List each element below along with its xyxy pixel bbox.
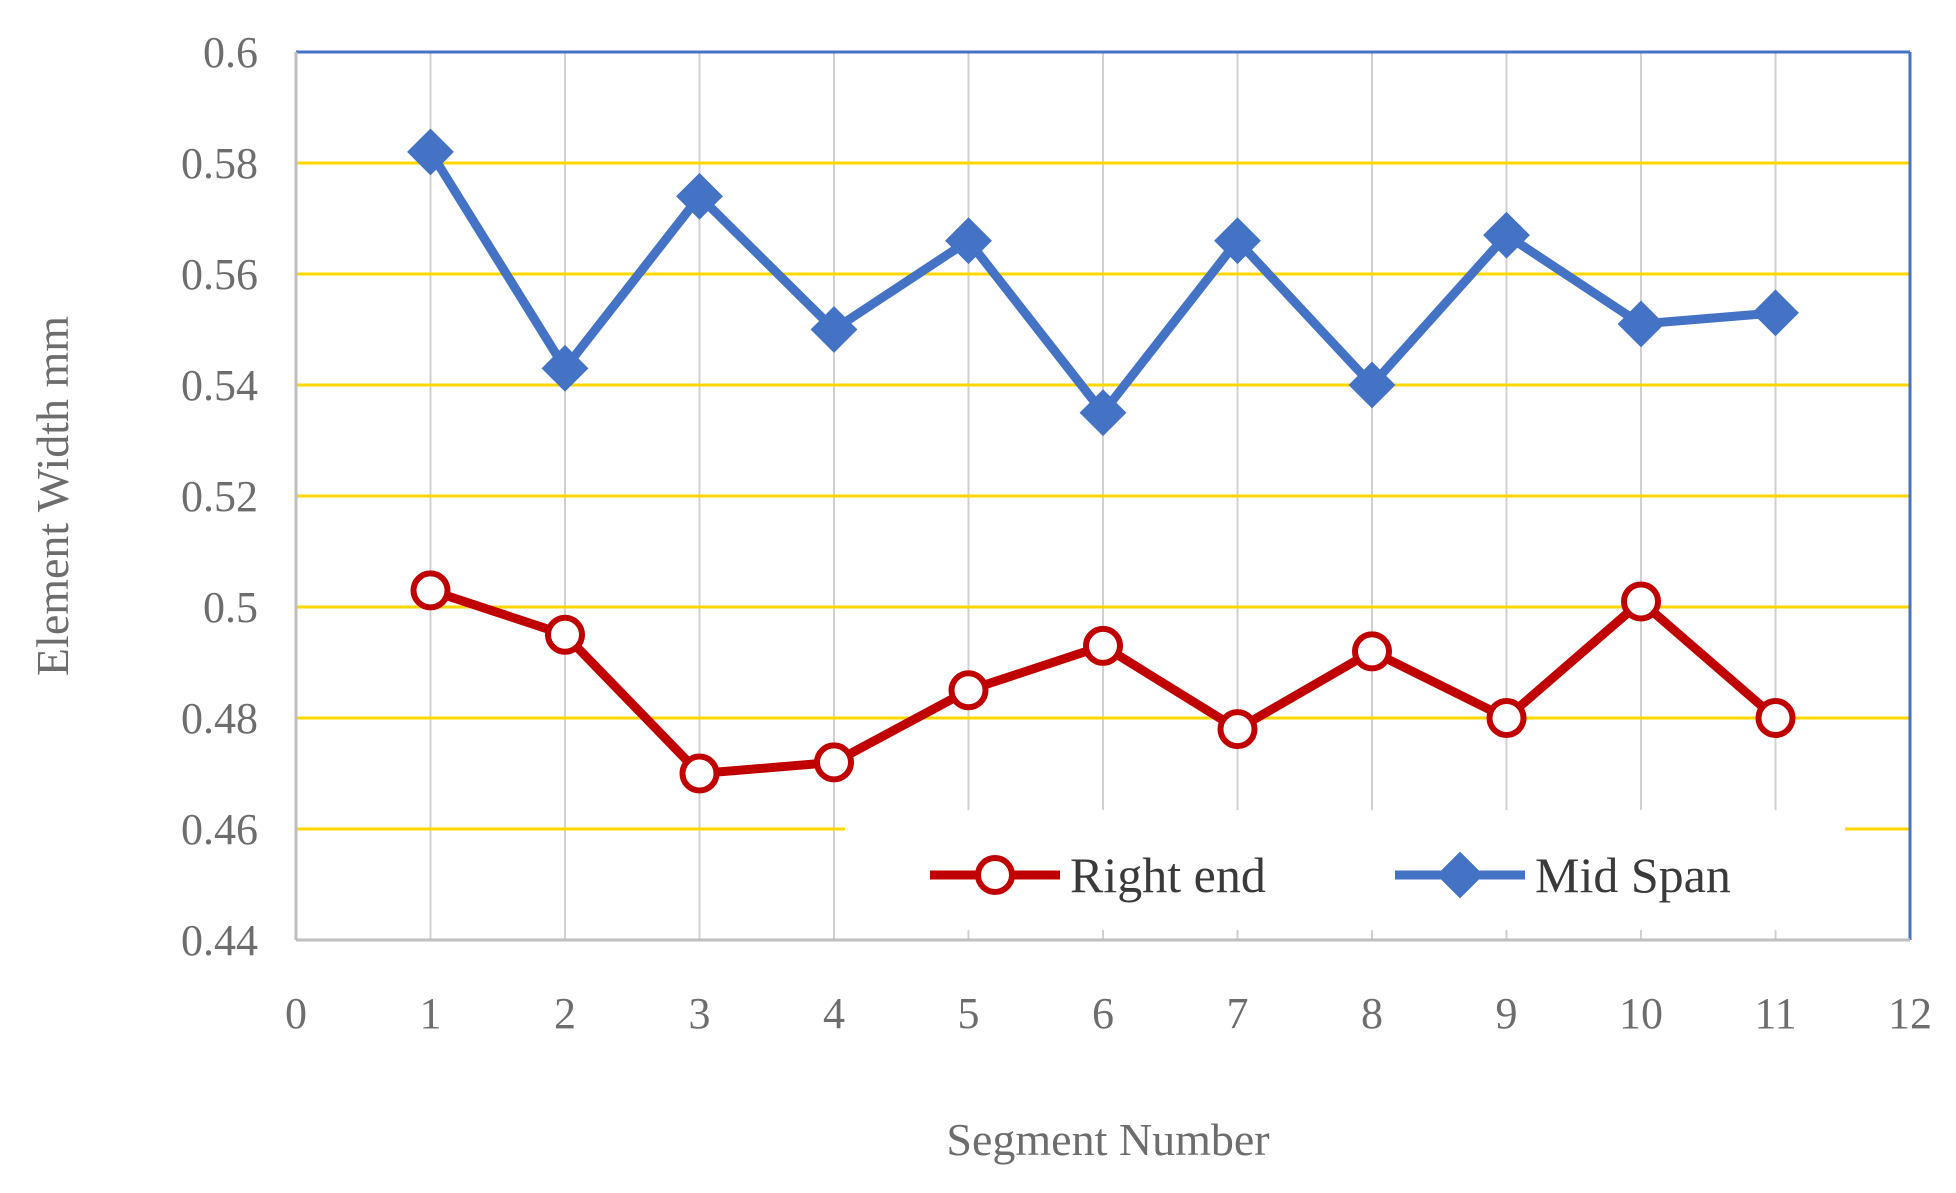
data-point-mid-span — [1483, 211, 1530, 259]
data-point-right-end — [1755, 698, 1796, 738]
data-point-mid-span — [676, 172, 723, 220]
y-tick-label: 0.46 — [181, 805, 258, 854]
data-point-right-end — [545, 614, 585, 655]
legend-label: Mid Span — [1535, 847, 1731, 903]
x-tick-label: 10 — [1619, 989, 1663, 1038]
data-point-mid-span — [541, 344, 589, 392]
y-tick-label: 0.5 — [203, 583, 258, 632]
data-point-mid-span — [1079, 389, 1127, 437]
data-point-mid-span — [945, 217, 992, 265]
data-point-right-end — [948, 670, 989, 711]
x-tick-label: 7 — [1227, 989, 1249, 1038]
legend-marker-1 — [975, 855, 1015, 895]
data-point-mid-span — [1617, 300, 1665, 348]
legend-marker-2 — [1436, 851, 1484, 899]
data-point-mid-span — [1348, 361, 1396, 409]
y-tick-label: 0.48 — [181, 694, 258, 743]
x-tick-label: 8 — [1361, 989, 1383, 1038]
data-point-mid-span — [810, 306, 858, 353]
x-tick-label: 0 — [285, 989, 307, 1038]
y-tick-label: 0.54 — [181, 361, 258, 410]
data-point-right-end — [1352, 631, 1392, 672]
x-tick-label: 11 — [1754, 989, 1796, 1038]
data-point-right-end — [1083, 625, 1123, 666]
data-point-right-end — [814, 742, 854, 783]
data-point-right-end — [1217, 709, 1258, 750]
y-axis-title: Element Width mm — [27, 316, 78, 676]
x-tick-label: 9 — [1496, 989, 1518, 1038]
series — [407, 128, 1799, 794]
x-tick-label: 6 — [1092, 989, 1114, 1038]
data-point-right-end — [1486, 698, 1527, 738]
x-tick-label: 2 — [554, 989, 576, 1038]
x-tick-label: 4 — [823, 989, 845, 1038]
data-point-mid-span — [1752, 289, 1799, 337]
legend-label: Right end — [1070, 847, 1266, 903]
axes: 0 1 2 3 4 5 6 7 8 9 10 11 120.440.460.480.50.520.540… — [181, 28, 1932, 1038]
y-tick-label: 0.58 — [181, 139, 258, 188]
x-tick-label: 5 — [958, 989, 980, 1038]
y-tick-label: 0.56 — [181, 250, 258, 299]
x-tick-label: 12 — [1888, 989, 1932, 1038]
legend: Right end Mid Span — [845, 810, 1845, 930]
data-point-mid-span — [1214, 217, 1261, 265]
y-tick-label: 0.52 — [181, 472, 258, 521]
y-tick-label: 0.44 — [181, 916, 258, 965]
data-point-right-end — [1621, 581, 1661, 622]
x-tick-label: 1 — [420, 989, 442, 1038]
y-tick-label: 0.6 — [203, 28, 258, 77]
data-point-mid-span — [407, 128, 454, 176]
grid — [296, 52, 1910, 940]
data-point-right-end — [679, 753, 720, 794]
x-axis-title: Segment Number — [946, 1114, 1269, 1165]
x-tick-label: 3 — [689, 989, 711, 1038]
data-point-right-end — [410, 570, 451, 611]
